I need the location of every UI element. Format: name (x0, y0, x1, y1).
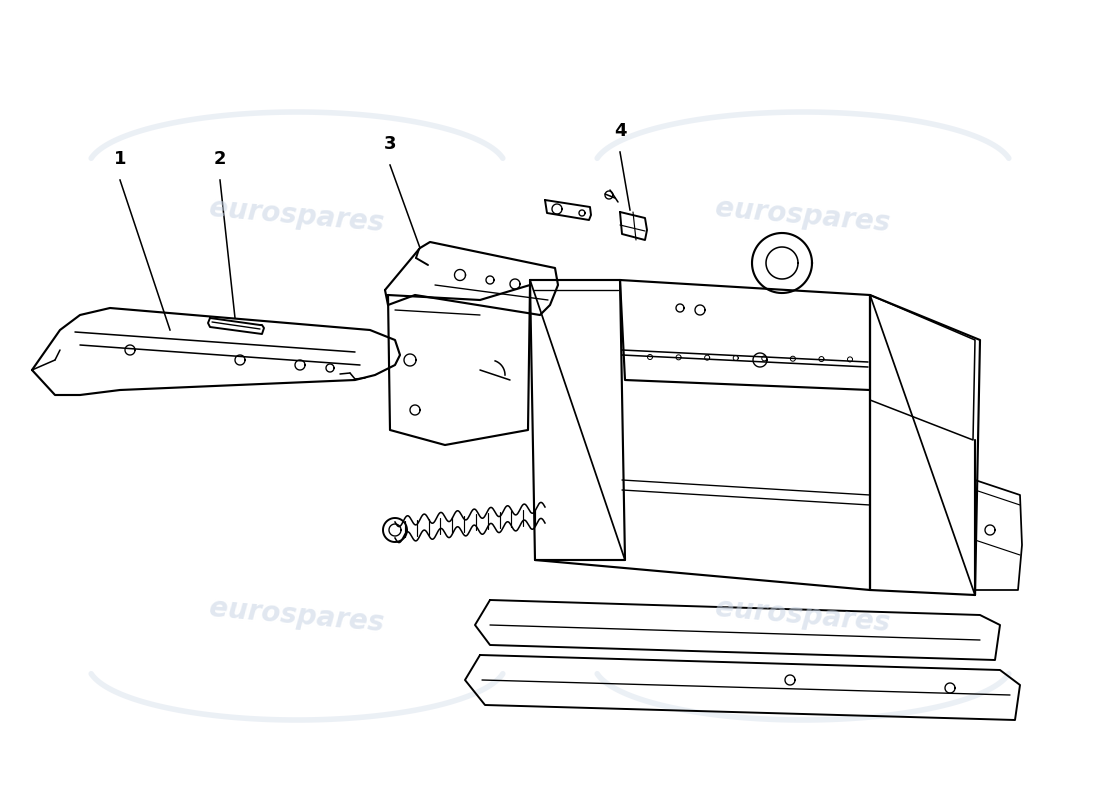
Text: eurospares: eurospares (208, 594, 386, 638)
Text: 3: 3 (384, 135, 396, 153)
Text: eurospares: eurospares (714, 594, 892, 638)
Text: eurospares: eurospares (714, 194, 892, 238)
Text: 2: 2 (213, 150, 227, 168)
Text: eurospares: eurospares (208, 194, 386, 238)
Text: 1: 1 (113, 150, 127, 168)
Text: 4: 4 (614, 122, 626, 140)
